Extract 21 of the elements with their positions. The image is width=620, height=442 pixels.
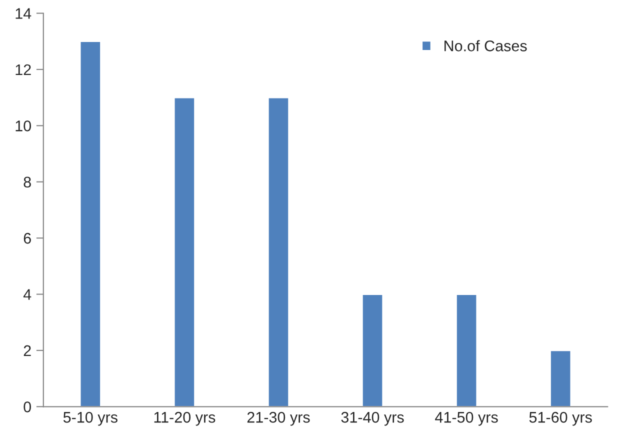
bar	[550, 350, 572, 407]
x-tick-label: 31-40 yrs	[341, 412, 404, 426]
y-tick-label: 4	[23, 289, 32, 300]
x-tick-label: 41-50 yrs	[435, 412, 498, 426]
bar	[173, 96, 196, 407]
bar	[361, 294, 384, 407]
y-tick-label: 2	[24, 345, 31, 356]
bar	[79, 40, 102, 407]
x-tick-label: 51-60 yrs	[529, 412, 592, 426]
x-tick-label: 11-20 yrs	[154, 412, 216, 426]
legend-label: No.of Cases	[444, 40, 527, 52]
y-tick-label: 8	[24, 176, 31, 188]
y-tick-label: 0	[24, 402, 31, 412]
y-tick-label: 12	[16, 64, 31, 75]
bar	[456, 294, 478, 407]
y-tick-label: 6	[24, 232, 31, 244]
y-tick-label: 10	[16, 120, 31, 132]
bar	[267, 96, 290, 407]
y-tick-label: 14	[16, 8, 32, 19]
x-tick-label: 5-10 yrs	[63, 412, 118, 426]
x-tick-label: 21-30 yrs	[247, 412, 310, 426]
